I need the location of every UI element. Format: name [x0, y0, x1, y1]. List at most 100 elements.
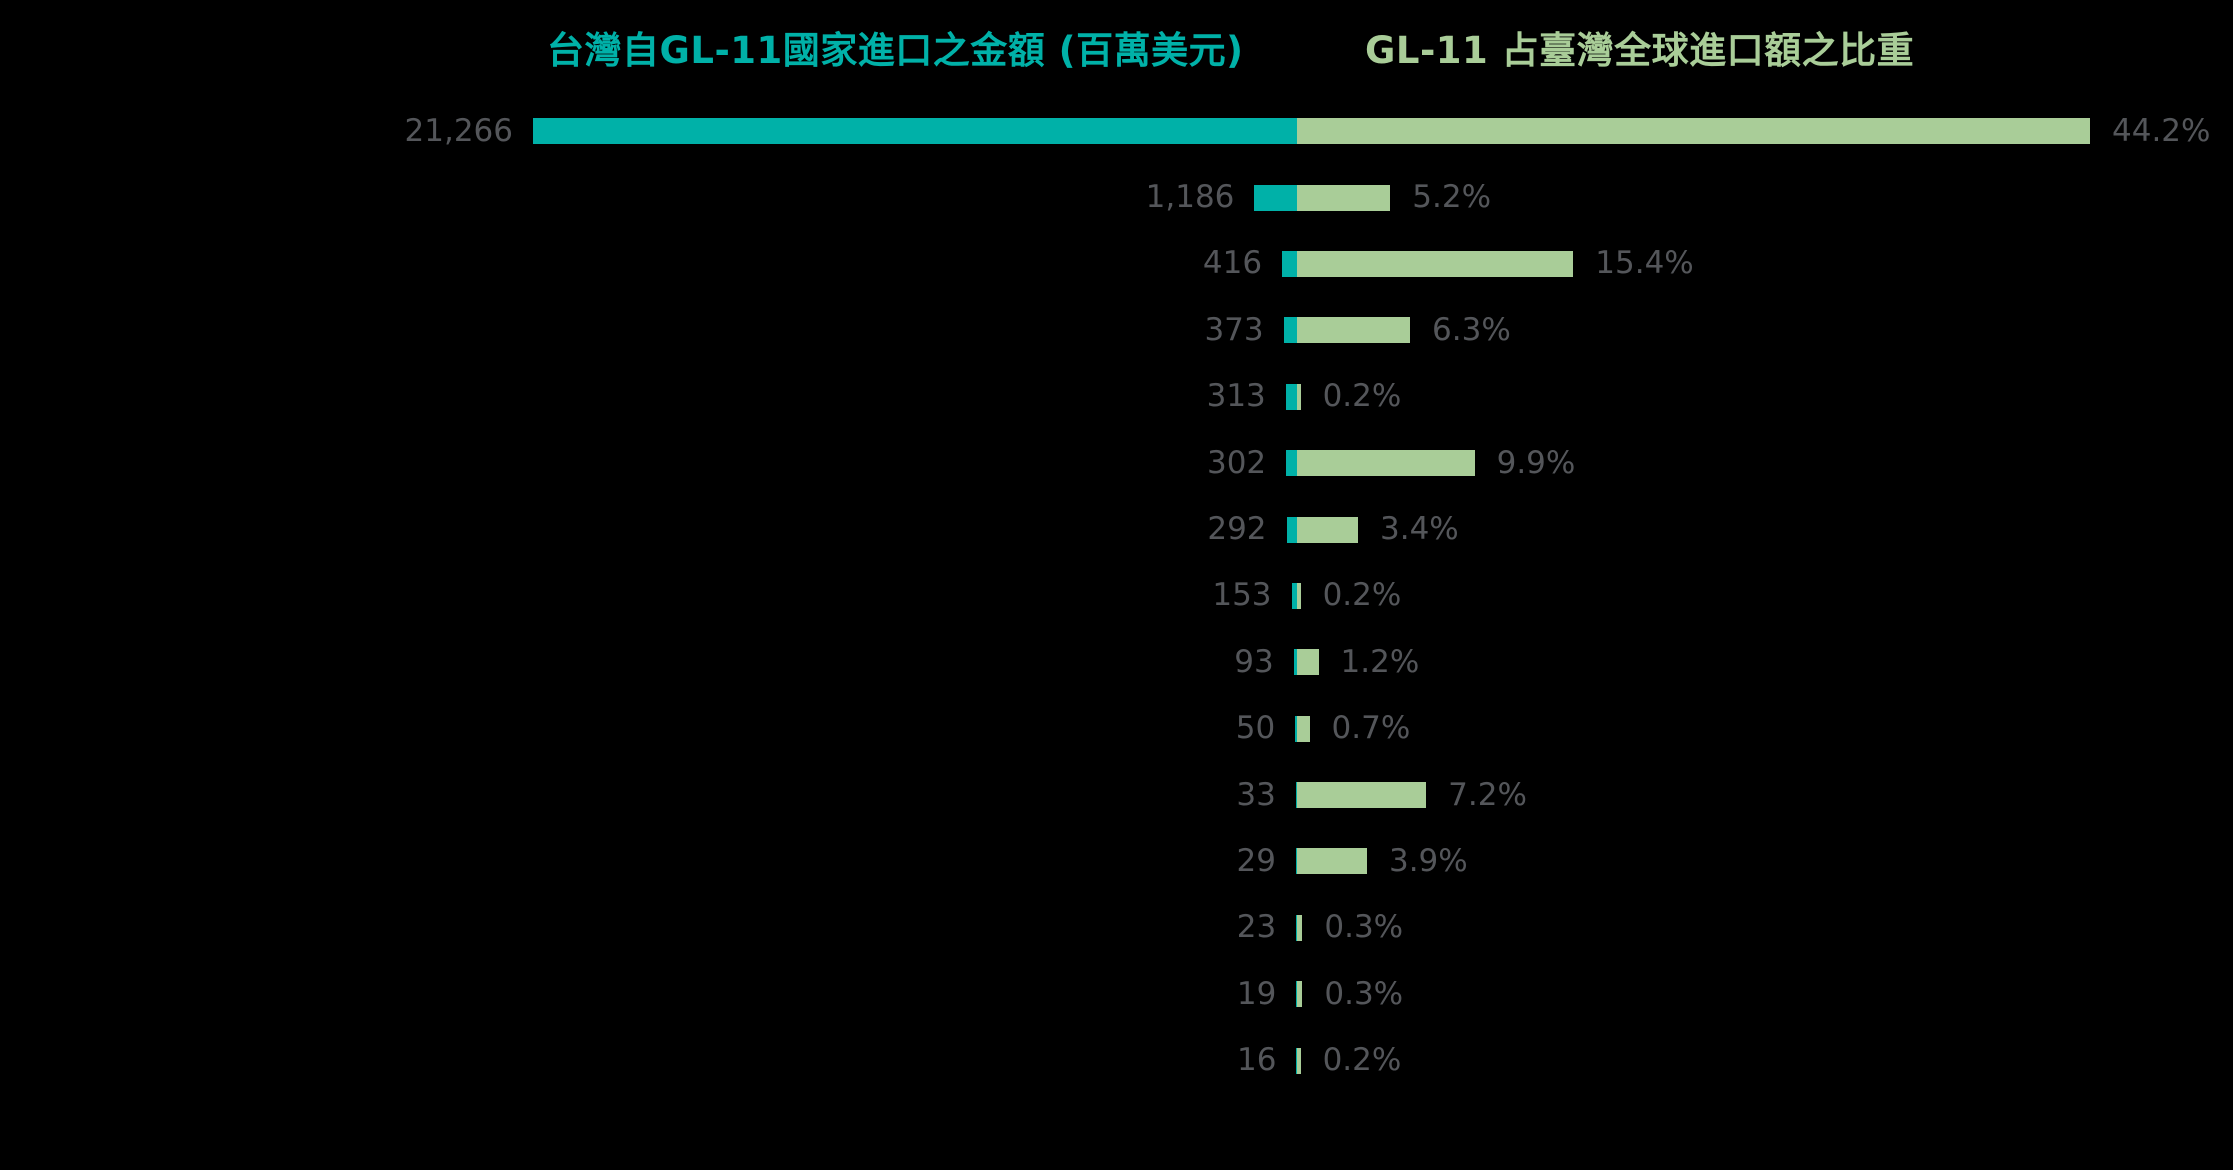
- bar-row: 50 0.7%: [0, 696, 2233, 762]
- import-share-bar: [1297, 450, 1475, 477]
- bar-row: 153 0.2%: [0, 563, 2233, 629]
- import-share-label: 6.3%: [1432, 311, 1511, 348]
- import-value-label: 302: [1206, 444, 1267, 481]
- import-value-cell: 1,186: [0, 182, 1297, 213]
- import-value-bar: [1254, 184, 1297, 211]
- import-value-label: 21,266: [404, 112, 513, 149]
- import-value-bar: [1295, 848, 1297, 875]
- import-value-cell: 23: [0, 912, 1297, 943]
- import-value-bar: [533, 118, 1297, 145]
- import-share-bar: [1297, 383, 1301, 410]
- right-chart-title: GL-11 占臺灣全球進口額之比重: [1365, 29, 1915, 72]
- import-share-cell: 9.9%: [1297, 447, 2233, 479]
- import-share-cell: 15.4%: [1297, 248, 2233, 279]
- import-value-cell: 50: [0, 713, 1297, 744]
- import-share-label: 1.2%: [1340, 643, 1420, 680]
- import-share-cell: 0.2%: [1297, 580, 2233, 611]
- import-share-label: 0.3%: [1324, 975, 1404, 1012]
- import-value-cell: 16: [0, 1045, 1297, 1076]
- import-value-bar: [1296, 914, 1297, 941]
- import-share-cell: 3.4%: [1297, 514, 2233, 545]
- import-share-bar: [1297, 250, 1574, 277]
- import-share-label: 44.2%: [2112, 112, 2211, 149]
- import-share-bar: [1297, 649, 1319, 676]
- import-value-label: 50: [1235, 710, 1276, 747]
- import-value-cell: 302: [0, 444, 1297, 481]
- import-share-label: 3.9%: [1388, 842, 1468, 879]
- bar-row: 292 3.4%: [0, 496, 2233, 562]
- import-share-cell: 6.3%: [1297, 311, 2233, 348]
- import-value-bar: [1283, 317, 1297, 344]
- bar-row: 21,266 44.2%: [0, 98, 2233, 164]
- bar-row: 302 9.9%: [0, 430, 2233, 496]
- import-share-label: 0.3%: [1324, 909, 1404, 946]
- import-value-bar: [1296, 1047, 1297, 1074]
- import-share-bar: [1297, 118, 2090, 145]
- import-value-cell: 416: [0, 248, 1297, 279]
- import-value-label: 373: [1204, 311, 1264, 348]
- import-value-label: 93: [1234, 643, 1274, 680]
- import-value-label: 33: [1236, 776, 1276, 813]
- left-chart-title: 台灣自GL-11國家進口之金額 (百萬美元): [547, 29, 1244, 72]
- import-share-bar: [1297, 981, 1303, 1008]
- import-value-label: 19: [1236, 975, 1277, 1012]
- import-share-cell: 0.7%: [1297, 713, 2233, 744]
- import-value-label: 292: [1207, 511, 1267, 548]
- import-share-cell: 44.2%: [1297, 112, 2233, 149]
- import-value-cell: 19: [0, 975, 1297, 1012]
- import-share-bar: [1297, 782, 1427, 809]
- bar-row: 19 0.3%: [0, 961, 2233, 1027]
- import-value-bar: [1293, 649, 1297, 676]
- import-value-bar: [1295, 782, 1297, 809]
- import-share-bar: [1297, 715, 1310, 742]
- import-share-bar: [1297, 317, 1411, 344]
- import-value-label: 23: [1236, 909, 1277, 946]
- bar-row: 373 6.3%: [0, 297, 2233, 363]
- import-share-cell: 0.3%: [1297, 975, 2233, 1012]
- import-value-cell: 93: [0, 643, 1297, 680]
- import-share-cell: 3.9%: [1297, 842, 2233, 879]
- import-share-cell: 0.2%: [1297, 381, 2233, 412]
- import-value-bar: [1295, 715, 1297, 742]
- import-value-label: 29: [1236, 842, 1276, 879]
- import-share-label: 5.2%: [1412, 179, 1492, 216]
- import-value-cell: 373: [0, 311, 1297, 348]
- import-share-label: 15.4%: [1595, 245, 1694, 282]
- import-share-label: 0.2%: [1322, 577, 1402, 614]
- import-share-cell: 0.3%: [1297, 912, 2233, 943]
- import-share-bar: [1297, 184, 1391, 211]
- import-value-bar: [1296, 981, 1297, 1008]
- import-share-bar: [1297, 848, 1367, 875]
- import-value-cell: 29: [0, 842, 1297, 879]
- bar-row: 16 0.2%: [0, 1027, 2233, 1093]
- import-share-label: 7.2%: [1448, 776, 1527, 813]
- bar-row: 23 0.3%: [0, 895, 2233, 961]
- import-share-label: 0.2%: [1322, 378, 1402, 415]
- bar-row: 1,186 5.2%: [0, 164, 2233, 230]
- import-share-cell: 7.2%: [1297, 776, 2233, 813]
- bar-row: 29 3.9%: [0, 828, 2233, 894]
- import-value-cell: 33: [0, 776, 1297, 813]
- import-value-bar: [1286, 516, 1297, 543]
- import-value-label: 1,186: [1145, 179, 1235, 216]
- bar-row: 33 7.2%: [0, 762, 2233, 828]
- import-share-cell: 1.2%: [1297, 643, 2233, 680]
- import-value-cell: 153: [0, 580, 1297, 611]
- import-value-label: 416: [1202, 245, 1263, 282]
- bar-row: 416 15.4%: [0, 231, 2233, 297]
- import-share-cell: 5.2%: [1297, 182, 2233, 213]
- import-value-cell: 21,266: [0, 112, 1297, 149]
- import-share-bar: [1297, 1047, 1301, 1074]
- import-share-label: 3.4%: [1380, 511, 1459, 548]
- import-value-bar: [1285, 383, 1297, 410]
- import-share-cell: 0.2%: [1297, 1045, 2233, 1076]
- import-value-label: 16: [1236, 1042, 1277, 1079]
- import-value-bar: [1291, 582, 1297, 609]
- import-share-label: 0.7%: [1331, 710, 1411, 747]
- import-value-cell: 292: [0, 514, 1297, 545]
- import-share-bar: [1297, 914, 1303, 941]
- import-value-label: 313: [1206, 378, 1266, 415]
- import-share-bar: [1297, 582, 1301, 609]
- bar-row: 313 0.2%: [0, 364, 2233, 430]
